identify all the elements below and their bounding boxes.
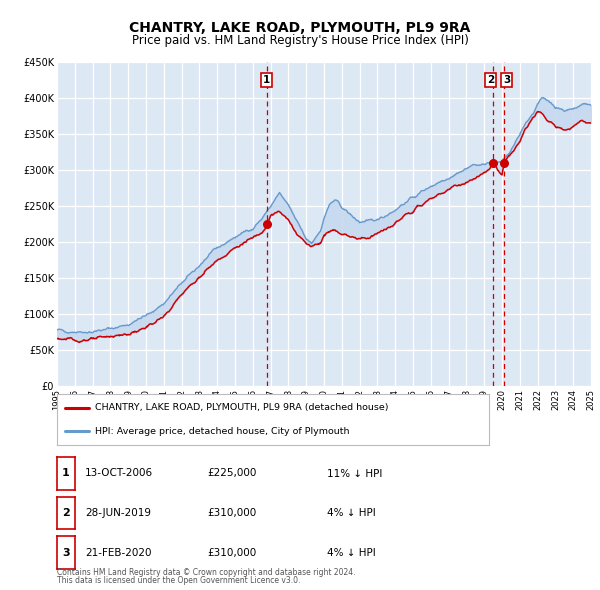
- Text: 3: 3: [503, 75, 511, 85]
- Text: 2: 2: [487, 75, 494, 85]
- Text: 1: 1: [62, 468, 70, 478]
- Text: 2: 2: [62, 508, 70, 518]
- Text: £310,000: £310,000: [207, 548, 256, 558]
- Text: 11% ↓ HPI: 11% ↓ HPI: [327, 468, 382, 478]
- Text: 1: 1: [263, 75, 271, 85]
- Text: HPI: Average price, detached house, City of Plymouth: HPI: Average price, detached house, City…: [95, 427, 350, 436]
- Text: CHANTRY, LAKE ROAD, PLYMOUTH, PL9 9RA: CHANTRY, LAKE ROAD, PLYMOUTH, PL9 9RA: [130, 21, 470, 35]
- Text: £225,000: £225,000: [207, 468, 256, 478]
- Text: Price paid vs. HM Land Registry's House Price Index (HPI): Price paid vs. HM Land Registry's House …: [131, 34, 469, 47]
- Text: £310,000: £310,000: [207, 508, 256, 518]
- Text: 21-FEB-2020: 21-FEB-2020: [85, 548, 152, 558]
- Text: Contains HM Land Registry data © Crown copyright and database right 2024.: Contains HM Land Registry data © Crown c…: [57, 568, 355, 577]
- Text: 4% ↓ HPI: 4% ↓ HPI: [327, 548, 376, 558]
- Text: 28-JUN-2019: 28-JUN-2019: [85, 508, 151, 518]
- Text: CHANTRY, LAKE ROAD, PLYMOUTH, PL9 9RA (detached house): CHANTRY, LAKE ROAD, PLYMOUTH, PL9 9RA (d…: [95, 403, 389, 412]
- Text: 13-OCT-2006: 13-OCT-2006: [85, 468, 154, 478]
- Text: 3: 3: [62, 548, 70, 558]
- Text: This data is licensed under the Open Government Licence v3.0.: This data is licensed under the Open Gov…: [57, 576, 301, 585]
- Text: 4% ↓ HPI: 4% ↓ HPI: [327, 508, 376, 518]
